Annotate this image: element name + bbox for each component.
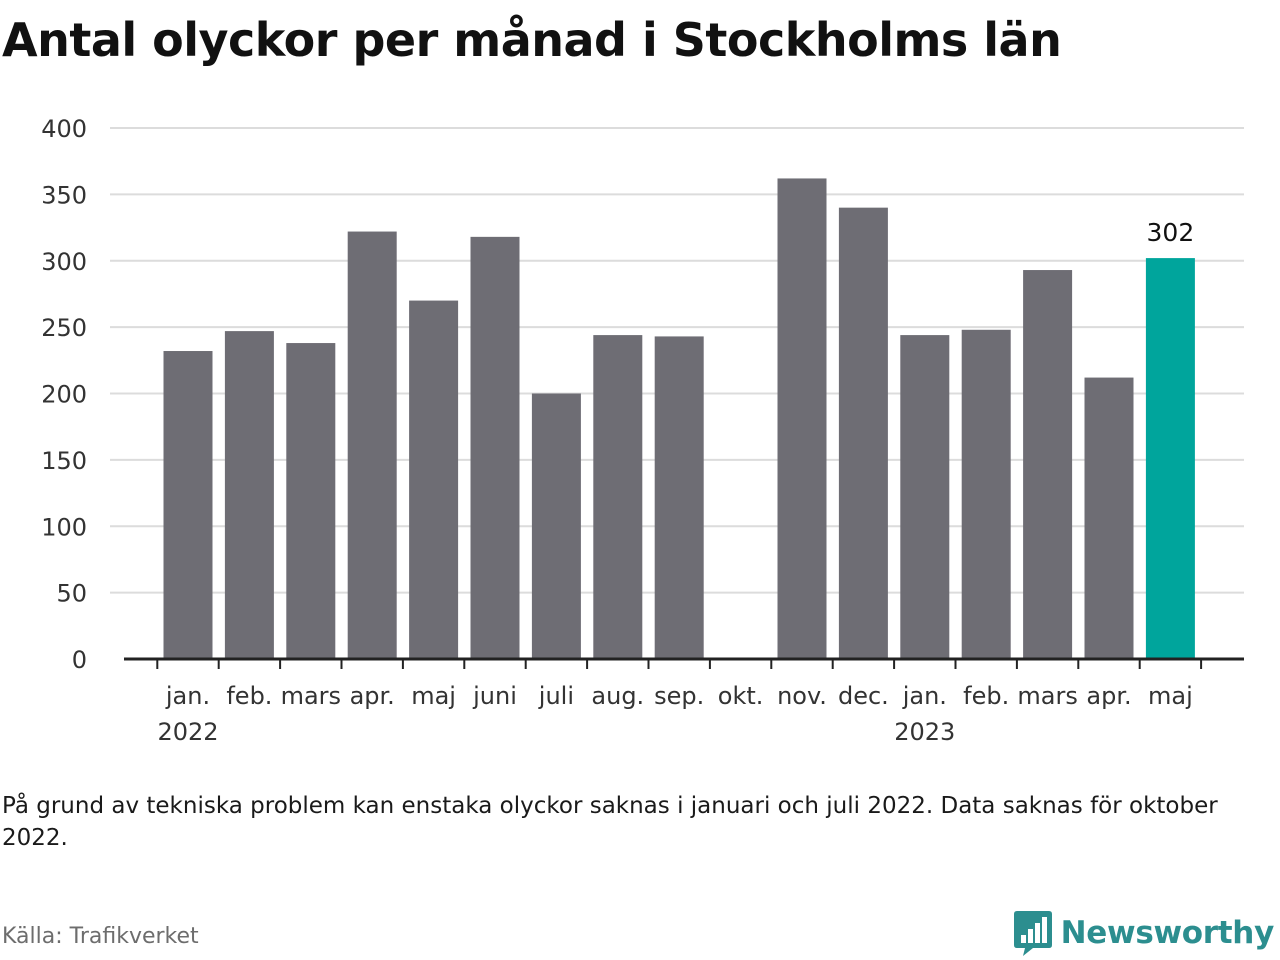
y-tick-label: 50 bbox=[56, 580, 87, 608]
x-tick-label: mars bbox=[281, 682, 341, 710]
x-tick-label: apr. bbox=[350, 682, 395, 710]
x-tick-label: apr. bbox=[1086, 682, 1131, 710]
x-axis: jan. feb. mars apr. maj juni juli aug. sep. okt. n… bbox=[124, 657, 1244, 746]
x-tick-label: jan. bbox=[902, 682, 947, 710]
bar bbox=[961, 329, 1011, 659]
x-tick-label: mars bbox=[1017, 682, 1077, 710]
x-tick-label: feb. bbox=[963, 682, 1009, 710]
bar bbox=[347, 231, 397, 660]
bar bbox=[286, 343, 336, 659]
y-tick-label: 350 bbox=[41, 181, 87, 209]
x-year-label: 2023 bbox=[894, 718, 955, 746]
data-label: 302 bbox=[1147, 218, 1195, 247]
x-year-label: 2022 bbox=[157, 718, 218, 746]
y-tick-label: 100 bbox=[41, 513, 87, 541]
y-tick-label: 300 bbox=[41, 248, 87, 276]
newsworthy-logo-icon bbox=[1013, 911, 1052, 956]
data-labels: 302 bbox=[1147, 218, 1195, 247]
x-tick-label: okt. bbox=[718, 682, 764, 710]
x-tick-label: nov. bbox=[777, 682, 827, 710]
x-tick-label: sep. bbox=[654, 682, 704, 710]
bar bbox=[163, 351, 213, 659]
y-tick-label: 150 bbox=[41, 447, 87, 475]
y-tick-label: 250 bbox=[41, 314, 87, 342]
bar bbox=[777, 178, 827, 659]
bar bbox=[531, 393, 581, 659]
x-tick-label: jan. bbox=[165, 682, 210, 710]
x-tick-label: feb. bbox=[226, 682, 272, 710]
source-credit: Källa: Trafikverket bbox=[2, 924, 199, 949]
bar bbox=[224, 331, 274, 659]
bar bbox=[900, 335, 950, 659]
bar bbox=[470, 236, 520, 660]
bar bbox=[1145, 258, 1195, 659]
x-tick-label: aug. bbox=[591, 682, 644, 710]
bar bbox=[654, 336, 704, 659]
brand-name: Newsworthy bbox=[1060, 915, 1275, 951]
brand-logo: Newsworthy bbox=[1013, 908, 1274, 958]
bar bbox=[1023, 270, 1073, 659]
x-tick-label: juli bbox=[538, 682, 574, 710]
x-tick-label: maj bbox=[1148, 682, 1193, 710]
y-tick-label: 200 bbox=[41, 381, 87, 409]
bars bbox=[163, 178, 1195, 660]
footnote: På grund av tekniska problem kan enstaka… bbox=[2, 793, 1218, 851]
y-tick-label: 400 bbox=[41, 115, 87, 143]
bar bbox=[838, 207, 888, 659]
x-tick-label: maj bbox=[411, 682, 456, 710]
y-tick-label: 0 bbox=[72, 646, 87, 674]
x-tick-label: juni bbox=[472, 682, 517, 710]
x-tick-label: dec. bbox=[838, 682, 889, 710]
bar bbox=[409, 300, 459, 659]
bar bbox=[1084, 377, 1134, 659]
bar bbox=[593, 335, 643, 659]
chart-title: Antal olyckor per månad i Stockholms län bbox=[2, 13, 1062, 67]
y-axis-ticks: 0 50 100 150 200 250 300 350 400 bbox=[41, 115, 87, 674]
